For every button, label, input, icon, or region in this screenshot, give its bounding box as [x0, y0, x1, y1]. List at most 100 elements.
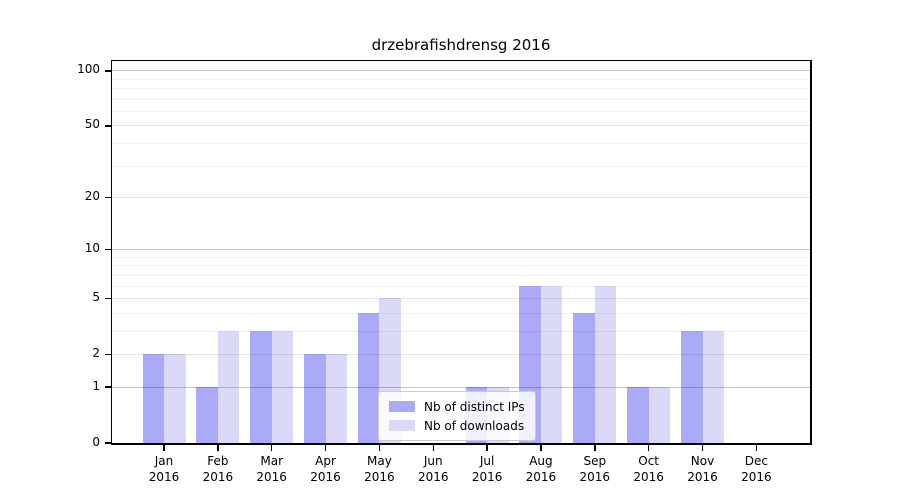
- x-tick-jul: [486, 444, 488, 451]
- gridline-minor-7: [112, 274, 810, 276]
- x-tick-feb: [217, 444, 219, 451]
- x-tick-label-feb: Feb 2016: [188, 453, 248, 485]
- x-tick-dec: [755, 444, 758, 451]
- bar-ips-apr: [304, 354, 326, 443]
- x-tick-year-nov: 2016: [687, 470, 718, 484]
- x-tick-label-mar: Mar 2016: [242, 453, 302, 485]
- y-tick-label-10: 10: [84, 241, 100, 256]
- bar-ips-nov: [681, 331, 703, 443]
- y-tick-20: [104, 196, 111, 199]
- x-tick-oct: [647, 444, 650, 451]
- bar-downloads-feb: [217, 331, 240, 443]
- x-tick-month-aug: Aug: [529, 454, 553, 468]
- x-tick-month-dec: Dec: [744, 454, 768, 468]
- y-tick-50: [104, 125, 111, 127]
- gridline-minor-70: [112, 98, 810, 100]
- x-tick-aug: [540, 444, 542, 451]
- x-tick-month-nov: Nov: [690, 454, 715, 468]
- gridline-minor-9: [112, 256, 810, 258]
- gridline-minor-90: [112, 78, 810, 80]
- x-tick-jan: [163, 444, 165, 451]
- x-tick-year-may: 2016: [364, 470, 395, 484]
- bar-downloads-nov: [702, 331, 724, 443]
- x-tick-label-may: May 2016: [349, 453, 409, 485]
- legend-label-downloads: Nb of downloads: [424, 418, 525, 433]
- y-tick-label-50: 50: [84, 117, 100, 132]
- x-tick-year-jan: 2016: [148, 470, 180, 484]
- x-tick-label-jan: Jan 2016: [134, 453, 194, 485]
- chart-title: drzebrafishdrensg 2016: [371, 36, 551, 54]
- gridline-1: [112, 386, 810, 388]
- x-tick-mar: [270, 444, 273, 451]
- gridline-50: [112, 125, 810, 127]
- bar-ips-feb: [196, 387, 218, 443]
- y-tick-5: [104, 297, 111, 300]
- y-tick-label-20: 20: [84, 188, 100, 203]
- x-tick-year-oct: 2016: [633, 470, 664, 484]
- y-tick-100: [104, 70, 111, 72]
- gridline-minor-80: [112, 88, 810, 90]
- bar-ips-may: [357, 313, 380, 443]
- gridline-minor-8: [112, 265, 810, 267]
- bar-ips-sep: [573, 313, 595, 443]
- x-tick-year-dec: 2016: [741, 470, 772, 484]
- gridline-5: [112, 297, 810, 299]
- x-tick-year-apr: 2016: [310, 470, 341, 484]
- x-tick-month-sep: Sep: [583, 454, 607, 468]
- legend-item-distinct-ips: Nb of distinct IPs: [389, 397, 525, 416]
- legend: Nb of distinct IPs Nb of downloads: [378, 391, 536, 441]
- gridline-100: [112, 70, 810, 72]
- plot-spine-top: [110, 59, 812, 61]
- x-tick-jun: [432, 444, 434, 451]
- x-tick-nov: [701, 444, 704, 451]
- y-tick-label-100: 100: [77, 62, 100, 77]
- bar-downloads-aug: [540, 286, 563, 443]
- x-tick-label-apr: Apr 2016: [296, 453, 356, 485]
- y-tick-label-2: 2: [92, 345, 100, 360]
- x-tick-month-may: May: [366, 454, 392, 468]
- gridline-20: [112, 196, 810, 198]
- x-tick-label-dec: Dec 2016: [726, 453, 786, 485]
- y-tick-1: [104, 386, 111, 388]
- x-tick-year-mar: 2016: [256, 470, 287, 484]
- legend-label-distinct-ips: Nb of distinct IPs: [424, 399, 525, 414]
- bar-downloads-sep: [594, 286, 617, 443]
- bar-downloads-oct: [648, 387, 671, 443]
- x-tick-month-jan: Jan: [154, 454, 174, 468]
- gridline-minor-30: [112, 165, 810, 167]
- x-tick-month-oct: Oct: [638, 454, 660, 468]
- x-tick-may: [378, 444, 381, 451]
- bar-ips-jan: [142, 354, 164, 443]
- x-tick-apr: [324, 444, 327, 451]
- gridline-minor-3: [112, 330, 810, 332]
- gridline-minor-6: [112, 285, 810, 287]
- legend-item-downloads: Nb of downloads: [389, 416, 525, 435]
- gridline-minor-4: [112, 312, 810, 314]
- x-tick-label-jul: Jul 2016: [457, 453, 517, 485]
- bar-downloads-mar: [271, 331, 294, 443]
- bar-ips-mar: [250, 331, 272, 443]
- x-tick-label-jun: Jun 2016: [403, 453, 463, 485]
- x-tick-year-jun: 2016: [417, 470, 449, 484]
- gridline-2: [112, 353, 810, 355]
- legend-swatch-downloads-icon: [389, 420, 415, 431]
- x-tick-month-jul: Jul: [479, 454, 495, 468]
- x-tick-year-jul: 2016: [471, 470, 503, 484]
- x-tick-label-sep: Sep 2016: [565, 453, 625, 485]
- bar-downloads-apr: [325, 354, 348, 443]
- plot-spine-left: [110, 59, 112, 445]
- x-tick-month-feb: Feb: [207, 454, 229, 468]
- x-tick-label-nov: Nov 2016: [673, 453, 733, 485]
- y-tick-label-5: 5: [92, 289, 100, 304]
- x-tick-label-aug: Aug 2016: [511, 453, 571, 485]
- plot-spine-bottom: [110, 443, 812, 445]
- x-tick-month-jun: Jun: [423, 454, 443, 468]
- x-tick-month-apr: Apr: [315, 454, 336, 468]
- x-tick-year-sep: 2016: [579, 470, 611, 484]
- gridline-minor-60: [112, 110, 810, 112]
- y-tick-2: [104, 353, 111, 356]
- x-tick-year-aug: 2016: [525, 470, 557, 484]
